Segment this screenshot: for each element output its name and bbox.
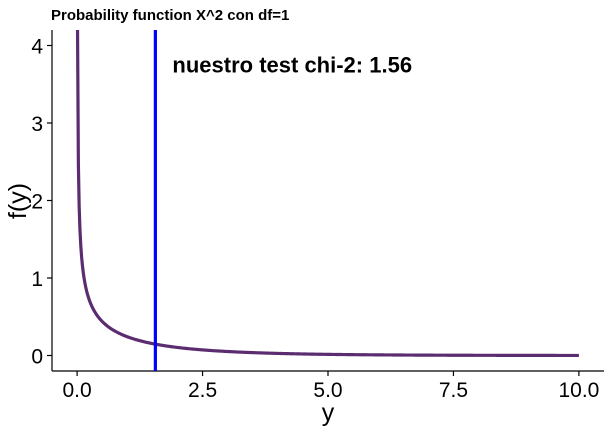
y-ticks: 0 1 2 3 4 [31, 36, 52, 369]
y-tick-label: 4 [31, 36, 43, 59]
y-axis-title: f(y) [4, 183, 32, 219]
x-tick-label: 2.5 [188, 379, 217, 402]
x-tick-label: 0.0 [62, 379, 91, 402]
y-tick-label: 3 [31, 113, 43, 136]
density-curve [75, 29, 579, 358]
x-tick-label: 10.0 [558, 379, 599, 402]
y-tick-label: 1 [31, 268, 43, 291]
annotation-label: nuestro test chi-2: 1.56 [172, 53, 412, 78]
y-tick-label: 2 [31, 191, 43, 214]
x-tick-label: 7.5 [439, 379, 468, 402]
x-tick-label: 5.0 [313, 379, 342, 402]
x-axis-title: y [322, 399, 335, 427]
x-ticks: 0.0 2.5 5.0 7.5 10.0 [62, 371, 599, 402]
y-tick-label: 0 [31, 346, 43, 369]
plot-area: 0.0 2.5 5.0 7.5 10.0 0 1 2 3 4 nuestro test chi-… [31, 29, 604, 402]
chart-title: Probability function X^2 con df=1 [51, 7, 289, 24]
